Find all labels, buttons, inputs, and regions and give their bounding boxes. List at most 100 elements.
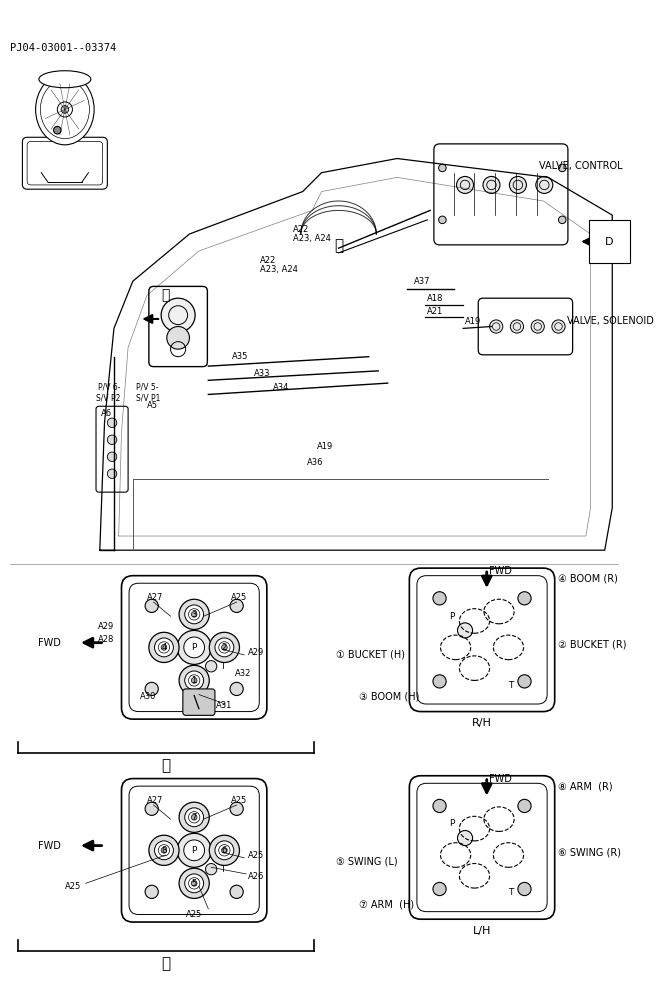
Circle shape xyxy=(518,675,531,688)
Text: FWD: FWD xyxy=(489,566,513,576)
FancyBboxPatch shape xyxy=(23,137,108,189)
Text: A25: A25 xyxy=(231,593,247,602)
Circle shape xyxy=(433,799,446,813)
Circle shape xyxy=(518,799,531,813)
Text: A34: A34 xyxy=(272,383,289,392)
Text: Ⓑ: Ⓑ xyxy=(161,956,171,971)
Text: A19: A19 xyxy=(465,317,481,326)
Circle shape xyxy=(149,632,179,662)
Circle shape xyxy=(179,599,209,629)
Circle shape xyxy=(433,675,446,688)
Circle shape xyxy=(155,638,173,657)
Circle shape xyxy=(511,320,523,333)
Circle shape xyxy=(179,868,209,898)
Text: FWD: FWD xyxy=(39,638,61,648)
Text: A22: A22 xyxy=(260,256,276,265)
Text: A18: A18 xyxy=(428,294,444,303)
FancyBboxPatch shape xyxy=(122,779,267,922)
Circle shape xyxy=(145,885,158,898)
Circle shape xyxy=(205,864,217,875)
Circle shape xyxy=(54,126,61,134)
Circle shape xyxy=(205,661,217,672)
Text: T: T xyxy=(508,888,513,897)
FancyBboxPatch shape xyxy=(183,689,215,715)
Circle shape xyxy=(457,176,473,193)
Text: A37: A37 xyxy=(414,277,430,286)
Text: T: T xyxy=(220,865,225,874)
Circle shape xyxy=(433,592,446,605)
Text: A23, A24: A23, A24 xyxy=(293,234,331,243)
Circle shape xyxy=(108,418,117,427)
Text: P: P xyxy=(449,612,455,621)
Text: PJ04-03001--03374: PJ04-03001--03374 xyxy=(10,43,116,53)
Text: ② BUCKET (R): ② BUCKET (R) xyxy=(558,640,626,650)
Text: P/V 5-
S/V P1: P/V 5- S/V P1 xyxy=(135,383,160,402)
Circle shape xyxy=(191,612,197,617)
Circle shape xyxy=(215,841,234,860)
Text: A21: A21 xyxy=(428,307,444,316)
Circle shape xyxy=(161,847,167,853)
Text: 8: 8 xyxy=(161,846,167,855)
Circle shape xyxy=(230,885,243,898)
Circle shape xyxy=(509,176,527,193)
Text: A31: A31 xyxy=(216,701,232,710)
Text: A36: A36 xyxy=(307,458,324,467)
Text: T: T xyxy=(220,662,225,671)
Circle shape xyxy=(61,106,68,113)
Text: A35: A35 xyxy=(232,352,248,361)
Circle shape xyxy=(145,682,158,696)
Text: VALVE, SOLENOID: VALVE, SOLENOID xyxy=(567,316,654,326)
Text: 1: 1 xyxy=(191,676,197,685)
Text: A25: A25 xyxy=(65,882,81,891)
Circle shape xyxy=(191,678,197,683)
Text: 3: 3 xyxy=(191,610,197,619)
FancyBboxPatch shape xyxy=(122,576,267,719)
Circle shape xyxy=(439,164,446,172)
Circle shape xyxy=(552,320,565,333)
Text: 4: 4 xyxy=(161,643,167,652)
FancyBboxPatch shape xyxy=(434,144,568,245)
Text: A33: A33 xyxy=(254,369,270,378)
Circle shape xyxy=(439,216,446,224)
Circle shape xyxy=(108,435,117,444)
Text: A29: A29 xyxy=(98,622,114,631)
Text: A30: A30 xyxy=(140,692,157,701)
Circle shape xyxy=(209,632,240,662)
Circle shape xyxy=(161,298,195,332)
Circle shape xyxy=(518,882,531,896)
Circle shape xyxy=(230,599,243,612)
Text: A19: A19 xyxy=(317,442,333,451)
Circle shape xyxy=(185,874,204,893)
FancyBboxPatch shape xyxy=(478,298,572,355)
Circle shape xyxy=(536,176,553,193)
Text: Ⓑ: Ⓑ xyxy=(161,288,170,302)
Circle shape xyxy=(108,469,117,478)
Text: A27: A27 xyxy=(147,796,163,805)
Circle shape xyxy=(489,320,503,333)
Text: A32: A32 xyxy=(235,669,251,678)
FancyBboxPatch shape xyxy=(409,776,554,919)
Circle shape xyxy=(191,814,197,820)
Circle shape xyxy=(185,605,204,624)
Text: ⑧ ARM  (R): ⑧ ARM (R) xyxy=(558,781,612,791)
Text: 5: 5 xyxy=(191,879,197,888)
Circle shape xyxy=(149,835,179,865)
Circle shape xyxy=(230,802,243,815)
Text: ③ BOOM (H): ③ BOOM (H) xyxy=(359,691,420,701)
Circle shape xyxy=(209,835,240,865)
Text: ⑤ SWING (L): ⑤ SWING (L) xyxy=(336,857,397,867)
Text: A25: A25 xyxy=(248,851,264,860)
Text: A29: A29 xyxy=(248,648,264,657)
Text: ④ BOOM (R): ④ BOOM (R) xyxy=(558,573,618,583)
Text: 2: 2 xyxy=(222,643,227,652)
Circle shape xyxy=(179,802,209,832)
Circle shape xyxy=(167,327,189,349)
Circle shape xyxy=(179,665,209,696)
Circle shape xyxy=(145,599,158,612)
Circle shape xyxy=(185,671,204,690)
Circle shape xyxy=(177,630,211,664)
Text: A5: A5 xyxy=(147,401,158,410)
Circle shape xyxy=(185,808,204,827)
Circle shape xyxy=(184,637,205,658)
Text: Ⓐ: Ⓐ xyxy=(161,758,171,773)
